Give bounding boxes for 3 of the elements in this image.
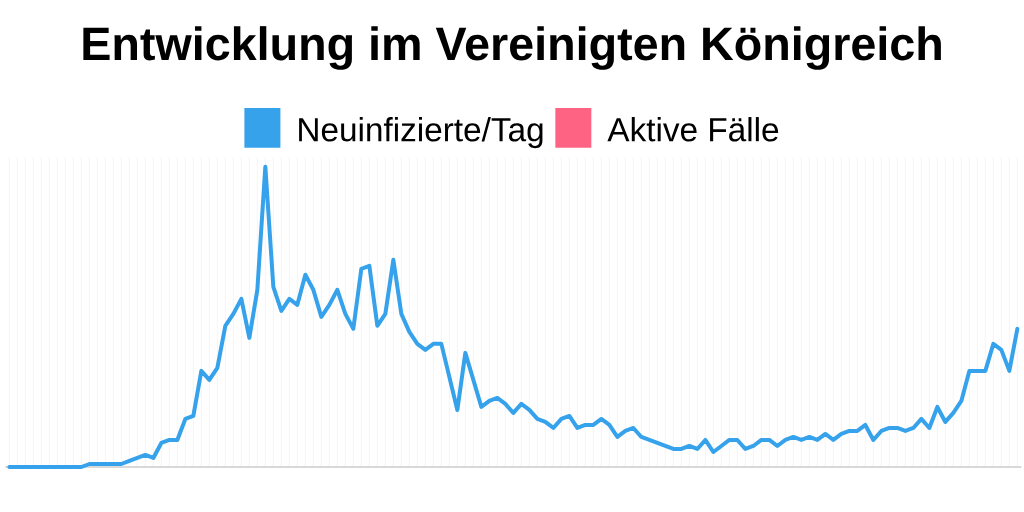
chart-title: Entwicklung im Vereinigten Königreich: [83, 26, 941, 70]
legend-label: Aktive Fälle: [607, 117, 779, 142]
legend-label: Neuinfizierte/Tag: [299, 117, 543, 149]
